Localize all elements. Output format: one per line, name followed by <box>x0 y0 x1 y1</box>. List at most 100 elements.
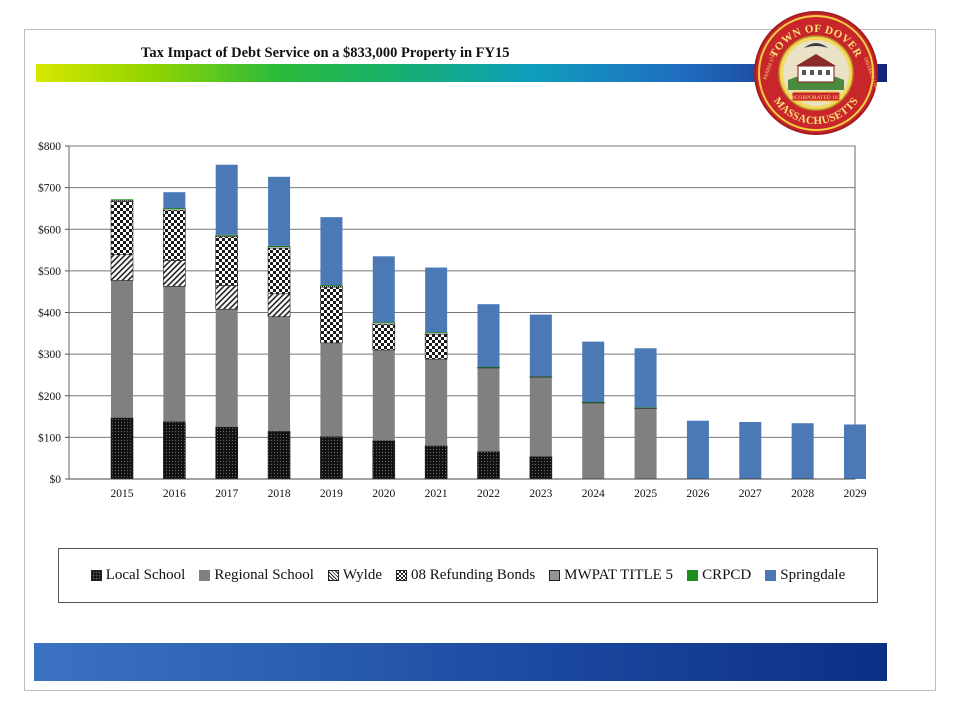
legend-item-mwpat-title-5: MWPAT TITLE 5 <box>549 567 673 584</box>
seal-banner-text: INCORPORATED 1836 <box>789 95 843 101</box>
legend-label-crpcd: CRPCD <box>702 567 752 583</box>
legend-label-local-school: Local School <box>105 567 186 583</box>
bar-segment-08-refunding-bonds-2017 <box>215 236 239 286</box>
bar-segment-springdale-2016 <box>163 192 186 209</box>
bar-segment-08-refunding-bonds-2015 <box>110 201 134 255</box>
bar-segment-mwpat-title-5-2017 <box>215 235 239 238</box>
gradient-header-bar <box>36 64 887 82</box>
bar-segment-regional-school-2022 <box>477 367 500 452</box>
y-tick-label: $300 <box>38 348 61 361</box>
legend-swatch-mwpat-title-5 <box>549 570 561 581</box>
bar-segment-springdale-2026 <box>686 420 709 479</box>
y-tick-label: $0 <box>50 473 62 486</box>
bar-segment-crpcd-2019 <box>320 285 343 286</box>
bar-segment-mwpat-title-5-2020 <box>372 322 396 325</box>
bar-segment-wylde-2017 <box>215 285 239 310</box>
bar-segment-local-school-2020 <box>372 440 396 480</box>
legend-item-crpcd: CRPCD <box>687 567 751 584</box>
bar-segment-08-refunding-bonds-2016 <box>163 209 186 261</box>
legend-item-08-refunding-bonds: 08 Refunding Bonds <box>395 567 536 584</box>
bar-segment-regional-school-2025 <box>634 408 657 479</box>
y-tick-label: $200 <box>38 390 61 403</box>
x-tick-label: 2027 <box>739 488 762 500</box>
bar-segment-mwpat-title-5-2018 <box>267 246 291 249</box>
bar-segment-08-refunding-bonds-2019 <box>320 286 343 344</box>
y-tick-label: $800 <box>38 140 61 153</box>
x-tick-label: 2024 <box>582 488 605 500</box>
bar-segment-crpcd-2016 <box>163 208 186 209</box>
y-tick-label: $700 <box>38 182 61 195</box>
bar-segment-crpcd-2024 <box>582 401 605 403</box>
town-seal-logo: INCORPORATED 1836 TOWN OF DOVER MASSACHU… <box>752 10 880 136</box>
bar-segment-regional-school-2023 <box>529 377 552 457</box>
legend-swatch-regional-school <box>199 570 211 581</box>
legend-swatch-wylde <box>327 570 339 581</box>
legend-label-08-refunding-bonds: 08 Refunding Bonds <box>410 567 536 583</box>
legend-item-local-school: Local School <box>90 567 186 584</box>
bar-segment-08-refunding-bonds-2021 <box>424 333 448 360</box>
bar-segment-regional-school-2019 <box>320 342 343 437</box>
bar-segment-crpcd-2022 <box>477 367 500 368</box>
y-tick-label: $100 <box>38 431 61 444</box>
x-tick-label: 2019 <box>320 488 343 500</box>
legend-item-wylde: Wylde <box>327 567 382 584</box>
bar-segment-springdale-2029 <box>844 424 866 479</box>
bar-segment-mwpat-title-5-2021 <box>424 332 448 335</box>
bar-segment-springdale-2027 <box>739 421 762 479</box>
bar-segment-wylde-2016 <box>163 260 186 287</box>
bar-segment-local-school-2022 <box>477 451 500 480</box>
legend-item-springdale: Springdale <box>765 567 845 584</box>
bar-segment-mwpat-title-5-2016 <box>163 208 186 211</box>
bar-segment-crpcd-2017 <box>215 234 238 236</box>
bar-segment-regional-school-2024 <box>582 402 605 479</box>
bar-segment-springdale-2022 <box>477 304 500 368</box>
x-tick-label: 2021 <box>425 488 448 500</box>
x-tick-label: 2020 <box>372 488 395 500</box>
bar-segment-crpcd-2025 <box>634 407 657 408</box>
y-tick-label: $600 <box>38 223 61 236</box>
bar-segment-springdale-2028 <box>791 423 814 479</box>
legend-swatch-springdale <box>765 570 777 581</box>
bar-segment-wylde-2015 <box>110 254 134 281</box>
bar-segment-springdale-2025 <box>634 348 657 408</box>
x-tick-label: 2017 <box>215 488 238 500</box>
bar-segment-regional-school-2018 <box>268 316 291 432</box>
bar-segment-springdale-2023 <box>529 314 552 377</box>
bar-segment-local-school-2017 <box>215 426 239 480</box>
x-tick-label: 2022 <box>477 488 500 500</box>
bar-segment-springdale-2021 <box>425 267 448 333</box>
bar-segment-springdale-2024 <box>582 341 605 402</box>
legend-item-regional-school: Regional School <box>199 567 314 584</box>
bar-segment-local-school-2019 <box>320 436 343 480</box>
bar-segment-local-school-2021 <box>424 445 448 480</box>
x-tick-label: 2016 <box>163 488 186 500</box>
x-tick-label: 2015 <box>111 488 134 500</box>
legend-swatch-08-refunding-bonds <box>395 570 407 581</box>
bar-segment-crpcd-2018 <box>268 245 291 247</box>
bar-segment-regional-school-2017 <box>215 309 238 427</box>
legend-swatch-local-school <box>90 570 102 581</box>
bar-segment-mwpat-title-5-2015 <box>110 199 134 202</box>
x-tick-label: 2029 <box>844 488 867 500</box>
legend-label-wylde: Wylde <box>342 567 382 583</box>
bar-segment-crpcd-2020 <box>372 322 395 323</box>
bar-segment-springdale-2020 <box>372 256 395 323</box>
bar-segment-mwpat-title-5-2019 <box>320 285 343 288</box>
x-tick-label: 2023 <box>529 488 552 500</box>
bar-segment-regional-school-2021 <box>425 359 448 446</box>
bar-segment-08-refunding-bonds-2020 <box>372 323 396 351</box>
x-tick-label: 2026 <box>686 488 709 500</box>
bar-segment-local-school-2015 <box>110 417 134 480</box>
x-tick-label: 2025 <box>634 488 657 500</box>
x-tick-label: 2028 <box>791 488 814 500</box>
bar-segment-springdale-2018 <box>268 176 291 246</box>
bar-segment-local-school-2018 <box>267 430 291 480</box>
debt-service-chart: $0 $100 $200 $300 $400 $500 $600 $700 $800 2015 20… <box>38 140 867 500</box>
x-tick-label: 2018 <box>268 488 291 500</box>
bar-segment-08-refunding-bonds-2018 <box>267 247 291 295</box>
legend-label-springdale: Springdale <box>780 567 846 583</box>
bar-segment-springdale-2019 <box>320 217 343 286</box>
bar-segment-local-school-2023 <box>529 456 553 480</box>
bar-segment-regional-school-2020 <box>372 349 395 441</box>
bar-segment-regional-school-2015 <box>111 280 133 418</box>
